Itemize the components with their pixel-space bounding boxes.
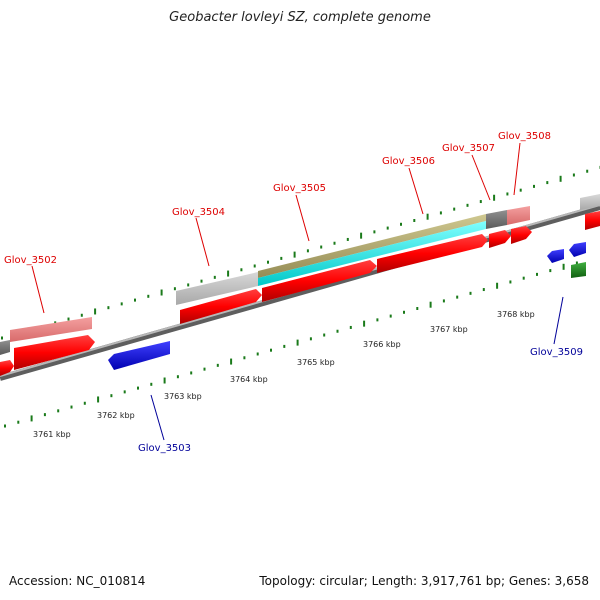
tick-label-3764: 3764 kbp <box>230 375 268 384</box>
gene-bar-right-edge <box>580 194 600 210</box>
gene-bar-glov-3507 <box>486 210 507 229</box>
label-glov-3503: Glov_3503 <box>138 443 191 454</box>
tick-label-3765: 3765 kbp <box>297 358 335 367</box>
reverse-tick-row <box>4 261 578 428</box>
tick-label-3762: 3762 kbp <box>97 411 135 420</box>
rna-bar-glov-3505 <box>258 221 486 286</box>
cds-arrow-right-edge <box>585 211 600 230</box>
cds-arrow-right-blue <box>569 242 586 257</box>
tick-label-3766: 3766 kbp <box>363 340 401 349</box>
gene-bar-dark-left <box>0 340 10 355</box>
tick-label-3767: 3767 kbp <box>430 325 468 334</box>
label-glov-3507: Glov_3507 <box>442 143 495 154</box>
gene-labels: Glov_3502 Glov_3503 Glov_3504 Glov_3505 … <box>4 131 583 454</box>
cds-arrow-left-edge <box>0 360 14 376</box>
reverse-feature-track <box>108 242 586 370</box>
label-glov-3505: Glov_3505 <box>273 183 326 194</box>
label-glov-3502: Glov_3502 <box>4 255 57 266</box>
cds-arrow-glov-3505 <box>262 260 377 302</box>
label-glov-3509: Glov_3509 <box>530 347 583 358</box>
kbp-tick-labels: 3761 kbp 3762 kbp 3763 kbp 3764 kbp 3765… <box>33 310 535 439</box>
gene-bar-glov-3502 <box>10 317 92 342</box>
label-glov-3506: Glov_3506 <box>382 156 435 167</box>
cds-arrow-glov-3504 <box>180 289 262 324</box>
topology-text: Topology: circular; Length: 3,917,761 bp… <box>259 574 589 588</box>
label-glov-3504: Glov_3504 <box>172 207 225 218</box>
forward-cds-track <box>0 211 600 376</box>
cds-arrow-glov-3509 <box>547 249 564 263</box>
tick-label-3761: 3761 kbp <box>33 430 71 439</box>
forward-gene-track <box>0 194 600 355</box>
cds-arrow-glov-3503 <box>108 341 170 370</box>
gene-bar-glov-3508 <box>507 206 530 225</box>
gene-bar-glov-3504 <box>176 272 258 305</box>
cds-arrow-glov-3507 <box>489 230 511 248</box>
genome-title: Geobacter lovleyi SZ, complete genome <box>169 10 431 25</box>
feature-green <box>571 262 586 278</box>
gene-bar-glov-3505 <box>258 214 486 278</box>
accession-text: Accession: NC_010814 <box>9 574 146 588</box>
tick-label-3763: 3763 kbp <box>164 392 202 401</box>
cds-arrow-glov-3506 <box>377 234 488 273</box>
cds-arrow-glov-3508 <box>511 226 532 244</box>
cds-arrow-glov-3502 <box>14 335 95 370</box>
label-glov-3508: Glov_3508 <box>498 131 551 142</box>
tick-label-3768: 3768 kbp <box>497 310 535 319</box>
